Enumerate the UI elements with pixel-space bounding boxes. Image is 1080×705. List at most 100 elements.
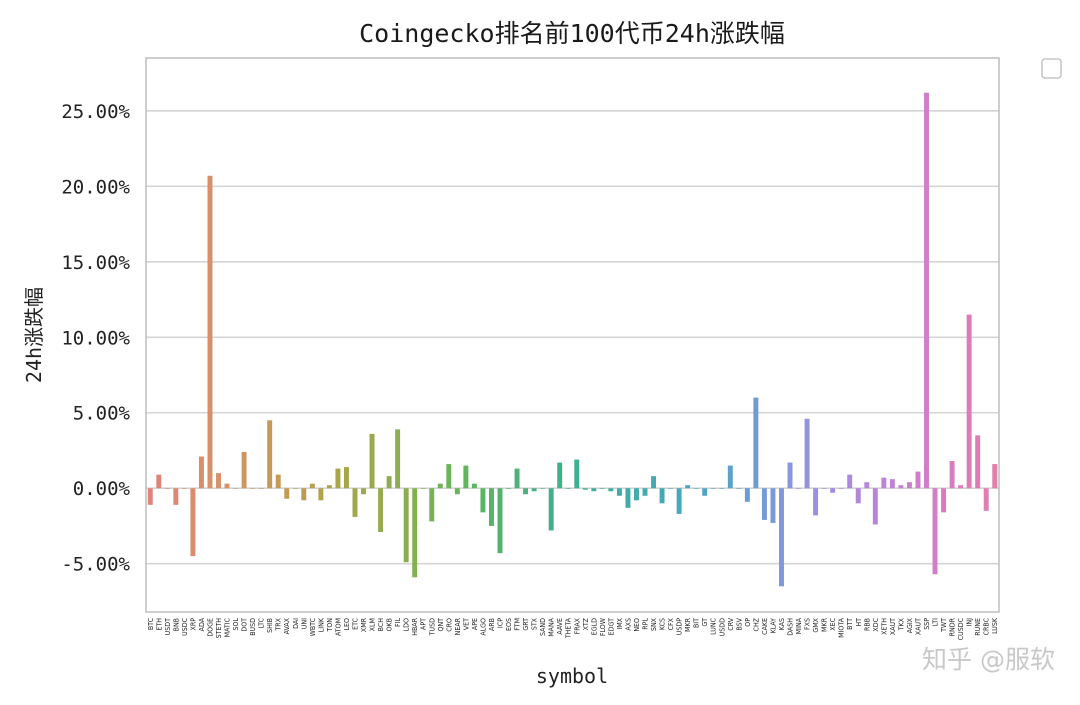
x-tick-label: STETH bbox=[215, 618, 223, 639]
x-tick-label: FXS bbox=[804, 618, 812, 630]
x-tick-label: SHIB bbox=[266, 618, 274, 633]
bar bbox=[975, 435, 981, 489]
x-tick-label: BNB bbox=[172, 618, 180, 631]
x-tick-label: KCS bbox=[659, 618, 667, 630]
x-tick-label: XMR bbox=[360, 617, 368, 632]
bar bbox=[565, 488, 571, 489]
x-tick-label: RNDR bbox=[949, 617, 957, 636]
bar bbox=[659, 488, 665, 504]
y-tick-label: 5.00% bbox=[73, 403, 131, 425]
bar bbox=[651, 476, 657, 489]
x-tick-label: CRBC bbox=[983, 617, 991, 635]
x-tick-label: AAVE bbox=[556, 618, 564, 635]
watermark-text: 知乎 @服软 bbox=[922, 645, 1055, 674]
bar bbox=[838, 488, 844, 489]
bar bbox=[488, 488, 494, 526]
bar bbox=[804, 418, 810, 489]
x-tick-label: SAND bbox=[539, 618, 547, 636]
x-tick-label: BIT bbox=[693, 618, 701, 628]
x-tick-label: XAUT bbox=[914, 618, 922, 635]
x-tick-label: BTT bbox=[846, 618, 854, 630]
legend-box[interactable] bbox=[1041, 58, 1062, 79]
x-tick-label: MANA bbox=[548, 617, 556, 636]
x-tick-label: TWT bbox=[940, 618, 948, 633]
x-tick-label: XAUT bbox=[889, 618, 897, 635]
bar bbox=[463, 465, 469, 489]
bar bbox=[634, 488, 639, 501]
y-tick-label: 10.00% bbox=[61, 327, 130, 349]
bar bbox=[258, 488, 264, 489]
bar bbox=[309, 483, 315, 489]
x-tick-label: APE bbox=[471, 618, 479, 630]
bar bbox=[787, 462, 793, 489]
bar bbox=[761, 488, 767, 520]
x-tick-label: OKB bbox=[386, 618, 394, 631]
x-tick-label: RUNE bbox=[974, 618, 982, 636]
x-tick-label: LTC bbox=[258, 617, 266, 628]
bar bbox=[813, 488, 819, 516]
x-tick-label: ARB bbox=[488, 618, 496, 631]
bar bbox=[685, 485, 691, 489]
x-tick-label: TON bbox=[326, 618, 334, 633]
bar bbox=[523, 488, 529, 495]
x-tick-label: BCH bbox=[377, 618, 385, 632]
x-tick-label: QNT bbox=[437, 618, 445, 632]
bar bbox=[420, 488, 426, 489]
bar bbox=[164, 488, 170, 489]
bar bbox=[557, 462, 563, 489]
bar bbox=[889, 479, 895, 489]
bar bbox=[241, 451, 247, 489]
x-tick-label: SNX bbox=[650, 617, 658, 631]
x-tick-label: LDO bbox=[403, 618, 411, 631]
bar bbox=[966, 314, 972, 489]
y-tick-label: 15.00% bbox=[61, 252, 130, 274]
x-tick-label: FIL bbox=[394, 618, 402, 627]
bar bbox=[958, 485, 964, 489]
x-tick-label: MIOTA bbox=[838, 617, 846, 638]
bar bbox=[531, 488, 537, 492]
bar bbox=[642, 488, 648, 496]
x-tick-label: USDT bbox=[164, 618, 172, 635]
bar bbox=[830, 488, 836, 493]
x-tick-label: BSV bbox=[735, 617, 743, 630]
x-tick-label: LTI bbox=[932, 618, 940, 626]
bar bbox=[318, 488, 324, 501]
x-tick-label: MATIC bbox=[224, 617, 232, 637]
bar bbox=[796, 488, 802, 489]
bar bbox=[429, 488, 435, 522]
x-tick-label: LUSK bbox=[991, 617, 999, 634]
bar bbox=[983, 488, 989, 511]
bar bbox=[898, 485, 904, 489]
x-tick-label: WBTC bbox=[309, 617, 317, 636]
bar bbox=[412, 488, 418, 578]
x-tick-label: TUSD bbox=[428, 618, 436, 636]
x-tick-label: XETH bbox=[880, 618, 888, 635]
x-tick-label: FRAX bbox=[573, 617, 581, 634]
x-tick-label: ICP bbox=[496, 618, 504, 628]
bar bbox=[702, 488, 708, 496]
grid-lines bbox=[146, 110, 999, 565]
bar bbox=[906, 482, 912, 489]
bar bbox=[941, 488, 947, 513]
bar bbox=[540, 488, 546, 489]
x-tick-label: XLM bbox=[369, 618, 377, 631]
bar bbox=[915, 471, 921, 489]
x-tick-label: GT bbox=[701, 618, 709, 627]
y-tick-label: 20.00% bbox=[61, 176, 130, 198]
bar bbox=[676, 488, 682, 514]
bar bbox=[924, 92, 929, 489]
x-tick-label: EOS bbox=[505, 618, 513, 631]
bar bbox=[736, 488, 742, 489]
bar bbox=[343, 467, 349, 489]
bar bbox=[548, 488, 554, 531]
x-tick-label: FTM bbox=[514, 618, 522, 631]
y-tick-label: 0.00% bbox=[73, 478, 131, 500]
x-tick-label: USDP bbox=[676, 618, 684, 635]
x-tick-label: USDD bbox=[718, 618, 726, 636]
x-tick-label: APT bbox=[420, 618, 428, 630]
x-tick-label: ATOM bbox=[334, 618, 342, 636]
bar bbox=[608, 488, 614, 492]
bar bbox=[352, 488, 358, 517]
x-tick-label: DAI bbox=[292, 618, 300, 629]
